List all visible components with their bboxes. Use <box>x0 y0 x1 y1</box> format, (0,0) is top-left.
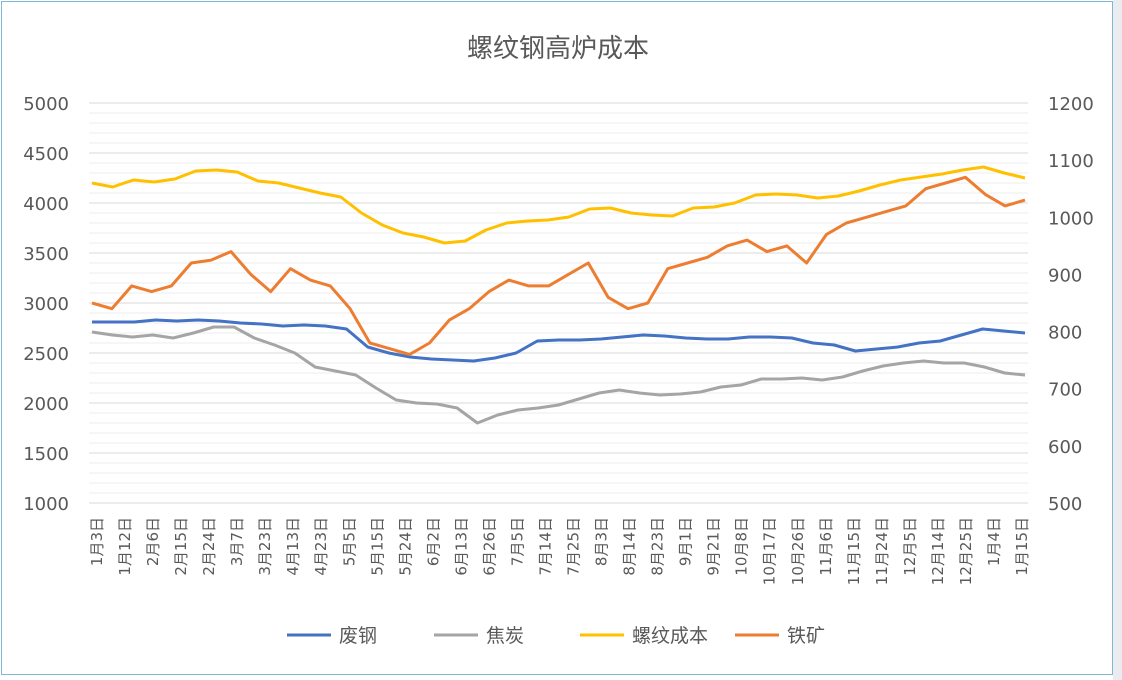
series-line-2 <box>91 165 1026 245</box>
x-tick-label: 10月17日 <box>761 517 779 585</box>
left-tick-label: 1500 <box>23 444 69 465</box>
x-tick-label: 10月26日 <box>789 517 807 585</box>
x-tick-label: 4月23日 <box>312 517 330 576</box>
right-tick-label: 500 <box>1048 494 1082 515</box>
x-tick-label: 8月14日 <box>621 517 639 576</box>
x-axis: 1月3日 1月12日 2月6日 2月15日 2月24日 3月7日 3月23日 4月13日 4月2… <box>88 517 1031 585</box>
left-tick-label: 3500 <box>23 244 69 265</box>
right-tick-label: 700 <box>1048 380 1082 401</box>
x-tick-label: 6月13日 <box>452 517 470 576</box>
x-tick-label: 11月15日 <box>845 517 863 585</box>
x-tick-label: 3月7日 <box>228 517 246 566</box>
series-line-1 <box>91 325 1026 425</box>
x-tick-label: 9月1日 <box>677 517 695 566</box>
left-tick-label: 3000 <box>23 294 69 315</box>
x-tick-label: 4月13日 <box>284 517 302 576</box>
x-tick-label: 2月15日 <box>172 517 190 576</box>
x-tick-label: 3月23日 <box>256 517 274 576</box>
legend-label: 螺纹成本 <box>632 625 708 647</box>
x-tick-label: 12月14日 <box>929 517 947 585</box>
x-tick-label: 7月25日 <box>565 517 583 576</box>
x-tick-label: 5月24日 <box>396 517 414 576</box>
x-tick-label: 7月14日 <box>536 517 554 576</box>
legend-label: 铁矿 <box>787 625 825 647</box>
x-tick-label: 8月23日 <box>649 517 667 576</box>
x-tick-label: 1月12日 <box>116 517 134 576</box>
x-tick-label: 7月5日 <box>508 517 526 566</box>
right-tick-label: 1100 <box>1048 151 1094 172</box>
x-tick-label: 6月26日 <box>480 517 498 576</box>
window-edge <box>1113 0 1122 680</box>
right-tick-label: 1200 <box>1048 94 1094 115</box>
chart-title: 螺纹钢高炉成本 <box>467 34 649 64</box>
left-tick-label: 4000 <box>23 194 69 215</box>
series-line-3 <box>91 175 1026 356</box>
x-tick-label: 1月3日 <box>88 517 106 566</box>
left-tick-label: 2000 <box>23 394 69 415</box>
x-tick-label: 5月5日 <box>340 517 358 566</box>
x-tick-label: 9月21日 <box>705 517 723 576</box>
left-tick-label: 4500 <box>23 144 69 165</box>
x-tick-label: 1月4日 <box>985 517 1003 566</box>
x-tick-label: 8月3日 <box>593 517 611 566</box>
right-tick-label: 1000 <box>1048 208 1094 229</box>
x-tick-label: 5月15日 <box>368 517 386 576</box>
right-tick-label: 900 <box>1048 265 1082 286</box>
x-tick-label: 1月15日 <box>1013 517 1031 576</box>
left-tick-label: 5000 <box>23 94 69 115</box>
x-tick-label: 2月6日 <box>144 517 162 566</box>
x-tick-label: 11月24日 <box>873 517 891 585</box>
x-tick-label: 12月25日 <box>957 517 975 585</box>
right-tick-label: 600 <box>1048 437 1082 458</box>
legend-label: 废钢 <box>339 625 377 647</box>
legend-label: 焦炭 <box>486 625 524 647</box>
series-line-0 <box>92 318 1026 363</box>
x-tick-label: 6月2日 <box>424 517 442 566</box>
left-tick-label: 1000 <box>23 494 69 515</box>
gridlines <box>89 102 1028 504</box>
x-tick-label: 10月8日 <box>733 517 751 576</box>
x-tick-label: 12月5日 <box>901 517 919 576</box>
left-y-axis: 5000 4500 4000 3500 3000 2500 2000 1500 1000 <box>23 94 69 515</box>
series-lines <box>91 165 1026 425</box>
right-tick-label: 800 <box>1048 323 1082 344</box>
x-tick-label: 2月24日 <box>200 517 218 576</box>
left-tick-label: 2500 <box>23 344 69 365</box>
legend: 废钢 焦炭 螺纹成本 铁矿 <box>287 625 825 647</box>
x-tick-label: 11月6日 <box>817 517 835 576</box>
right-y-axis: 1200 1100 1000 900 800 700 600 500 <box>1048 94 1094 515</box>
